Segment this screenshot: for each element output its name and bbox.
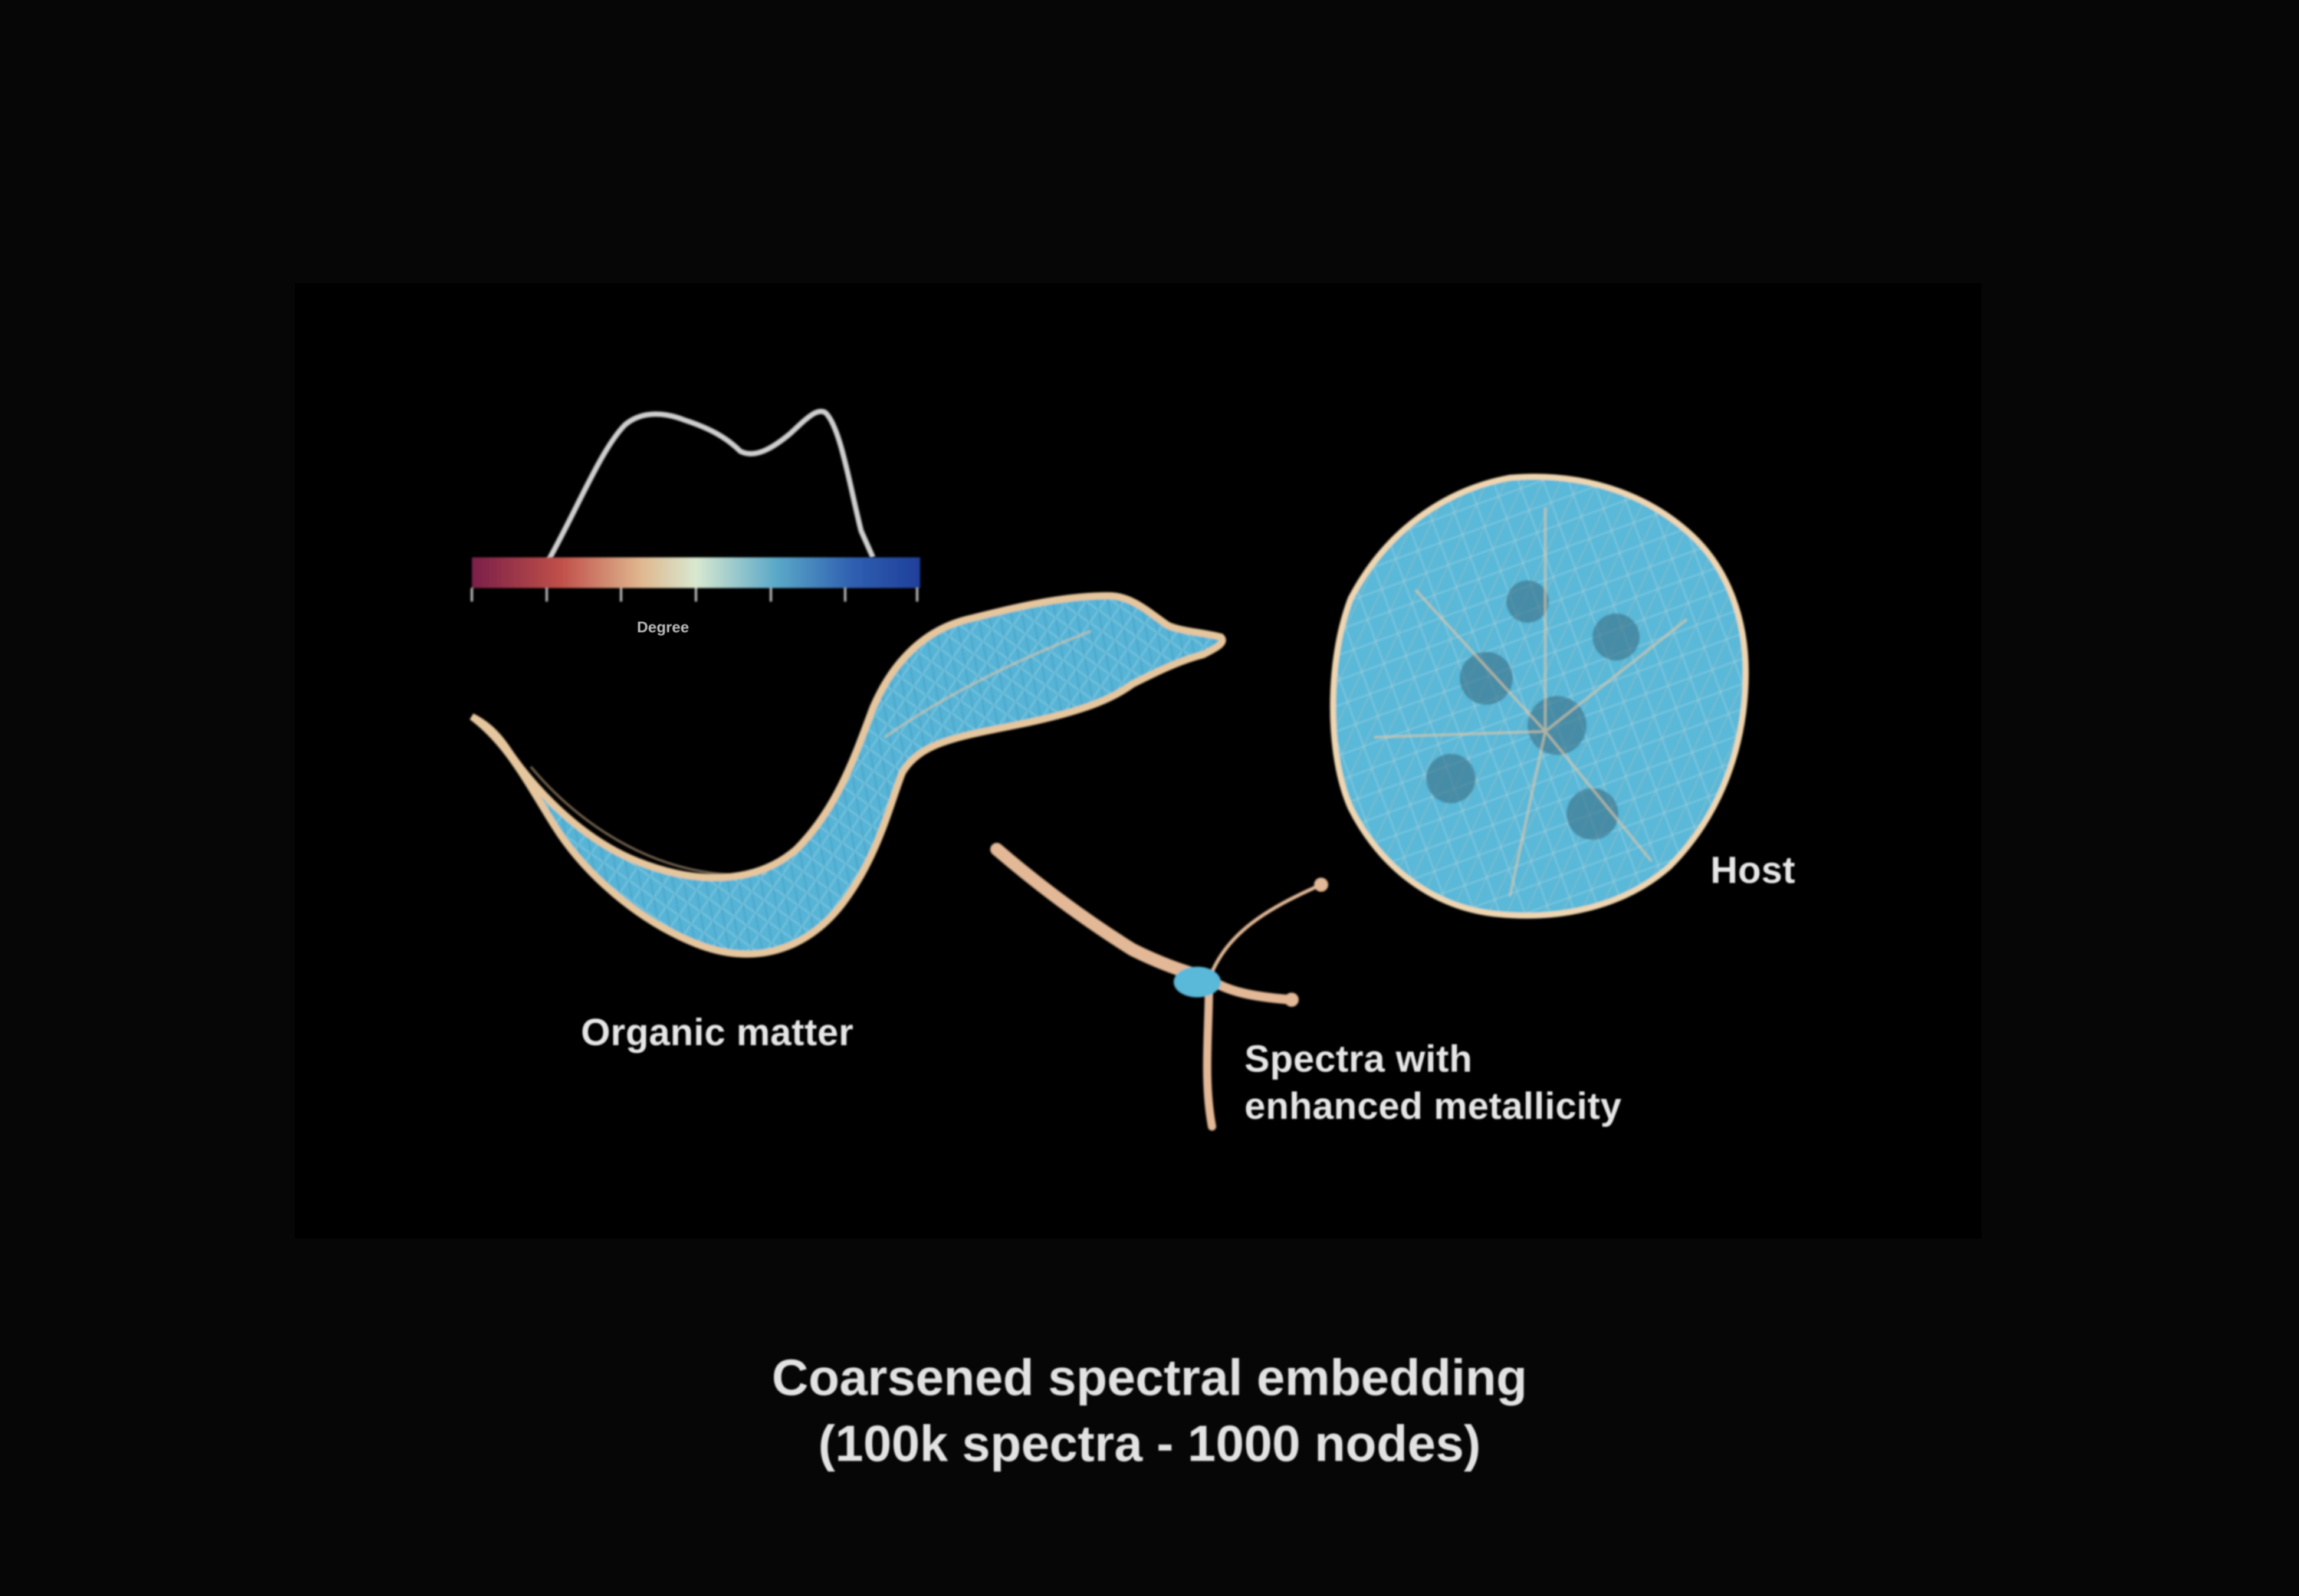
degree-histogram-curve [546, 409, 876, 562]
label-metallicity-line2: enhanced metallicity [1244, 1085, 1622, 1127]
label-host: Host [1710, 849, 1796, 891]
figure-caption: Coarsened spectral embedding (100k spect… [0, 1345, 2299, 1477]
organic-matter-cluster [469, 592, 1226, 958]
label-metallicity-line1: Spectra with [1244, 1037, 1473, 1080]
metallicity-branch [990, 843, 1328, 1131]
caption-line2: (100k spectra - 1000 nodes) [818, 1416, 1481, 1472]
label-organic-matter: Organic matter [581, 1011, 854, 1053]
label-metallicity: Spectra with enhanced metallicity [1244, 1035, 1693, 1129]
caption-line1: Coarsened spectral embedding [771, 1349, 1528, 1406]
degree-colorbar [471, 557, 920, 602]
host-cluster [1330, 474, 1749, 919]
colorbar-axis-label: Degree [637, 618, 689, 636]
